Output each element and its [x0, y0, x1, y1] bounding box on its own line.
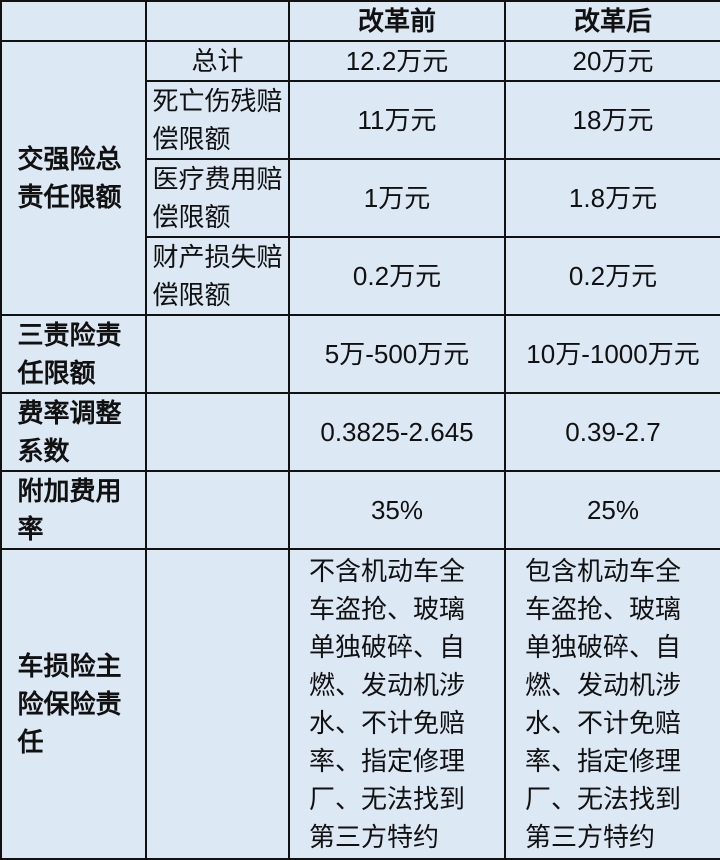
sub-label: 总计: [145, 40, 290, 82]
table-row: 附加费用率 35% 25%: [0, 470, 720, 550]
value-after: 20万元: [504, 40, 720, 82]
value-before: 0.3825-2.645: [288, 392, 506, 472]
header-row: 改革前 改革后: [0, 0, 720, 42]
row-label-fl: 费率调整系数: [0, 392, 147, 472]
value-after: 10万-1000万元: [504, 314, 720, 394]
header-before: 改革前: [288, 0, 506, 42]
value-after: 0.2万元: [504, 236, 720, 316]
value-after: 0.39-2.7: [504, 392, 720, 472]
value-before: 不含机动车全车盗抢、玻璃单独破碎、自燃、发动机涉水、不计免赔率、指定修理厂、无法…: [288, 548, 506, 860]
value-after: 25%: [504, 470, 720, 550]
row-label-fj: 附加费用率: [0, 470, 147, 550]
value-before: 1万元: [288, 158, 506, 238]
table-row: 交强险总责任限额 总计 12.2万元 20万元: [0, 40, 720, 316]
header-empty-2: [145, 0, 290, 42]
sub-label: 死亡伤残赔偿限额: [145, 80, 290, 160]
table-row: 财产损失赔偿限额 0.2万元 0.2万元: [1, 236, 720, 316]
value-before: 35%: [288, 470, 506, 550]
table-row: 医疗费用赔偿限额 1万元 1.8万元: [1, 158, 720, 238]
header-after: 改革后: [504, 0, 720, 42]
value-before: 0.2万元: [288, 236, 506, 316]
row-label-csx: 车损险主险保险责任: [0, 548, 147, 860]
empty-cell: [145, 548, 290, 860]
value-before: 11万元: [288, 80, 506, 160]
table-row: 费率调整系数 0.3825-2.645 0.39-2.7: [0, 392, 720, 472]
header-empty-1: [0, 0, 147, 42]
sub-label: 医疗费用赔偿限额: [145, 158, 290, 238]
table-row: 三责险责任限额 5万-500万元 10万-1000万元: [0, 314, 720, 394]
empty-cell: [145, 470, 290, 550]
value-before: 12.2万元: [288, 40, 506, 82]
row-label-jqx: 交强险总责任限额: [0, 40, 147, 316]
value-after: 1.8万元: [504, 158, 720, 238]
empty-cell: [145, 314, 290, 394]
value-after: 18万元: [504, 80, 720, 160]
empty-cell: [145, 392, 290, 472]
value-before: 5万-500万元: [288, 314, 506, 394]
table-row: 死亡伤残赔偿限额 11万元 18万元: [1, 80, 720, 160]
sub-label: 财产损失赔偿限额: [145, 236, 290, 316]
table-row: 车损险主险保险责任 不含机动车全车盗抢、玻璃单独破碎、自燃、发动机涉水、不计免赔…: [0, 548, 720, 860]
row-label-szx: 三责险责任限额: [0, 314, 147, 394]
value-after: 包含机动车全车盗抢、玻璃单独破碎、自燃、发动机涉水、不计免赔率、指定修理厂、无法…: [504, 548, 720, 860]
